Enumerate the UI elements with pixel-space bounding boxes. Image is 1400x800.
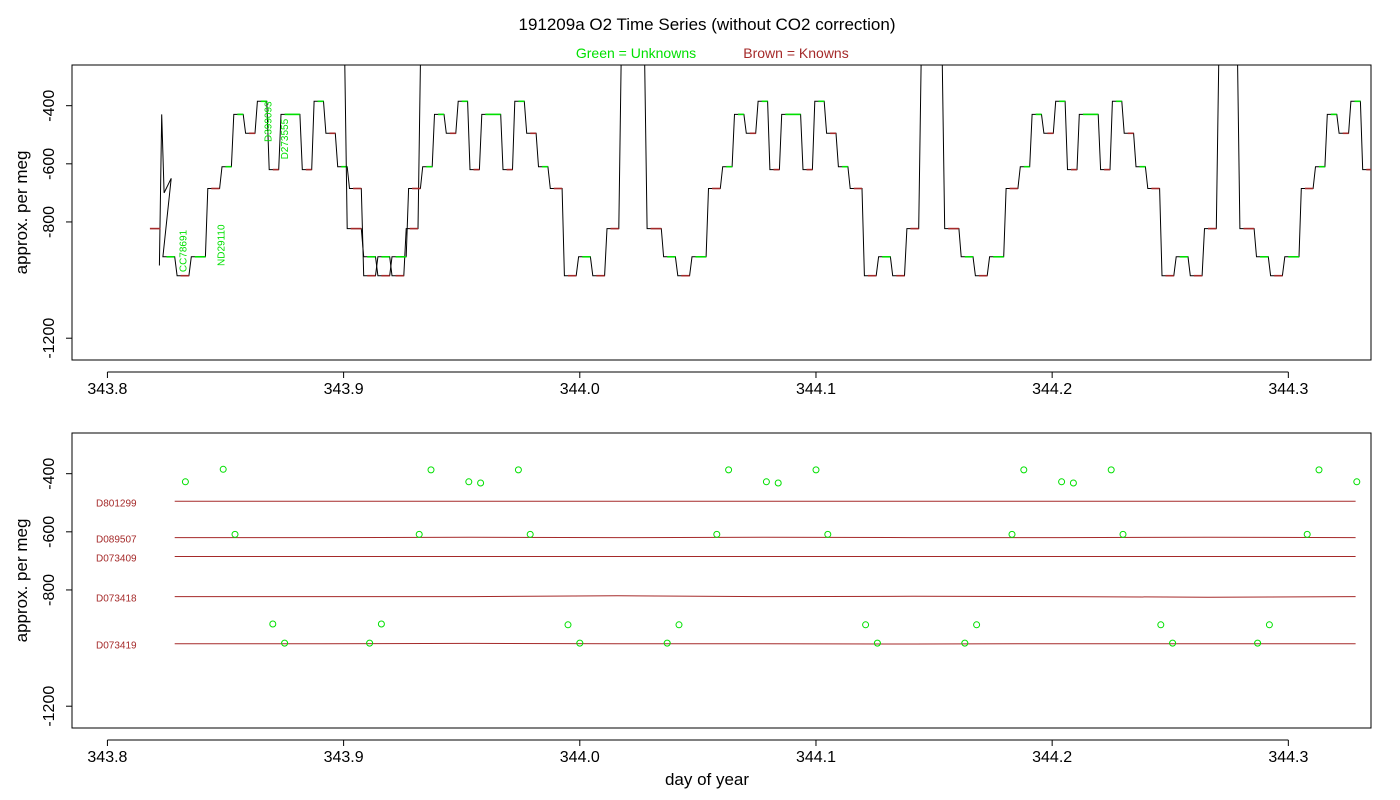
- bottom-unknown-point: [415, 530, 423, 538]
- bottom-unknown-point: [1107, 466, 1115, 474]
- top-series-line-cycle: [644, 65, 922, 277]
- bottom-unknown-point: [514, 466, 522, 474]
- bottom-unknown-point: [1020, 466, 1028, 474]
- bottom-unknown-point: [824, 530, 832, 538]
- top-x-tick-label: 344.0: [560, 381, 600, 398]
- top-unknown-label: D399093: [264, 101, 275, 142]
- bottom-known-label: D073409: [96, 554, 137, 565]
- bottom-y-tick-label: -400: [41, 458, 58, 490]
- bottom-unknown-point: [713, 530, 721, 538]
- bottom-unknown-point: [873, 639, 881, 647]
- bottom-unknown-point: [526, 530, 534, 538]
- bottom-unknown-point: [675, 621, 683, 629]
- bottom-unknown-point: [564, 621, 572, 629]
- bottom-unknown-point: [219, 465, 227, 473]
- top-plot-box: [71, 64, 1372, 361]
- bottom-unknown-point: [427, 466, 435, 474]
- bottom-unknown-point: [366, 639, 374, 647]
- bottom-known-label: D073418: [96, 594, 137, 605]
- bottom-known-label: D073419: [96, 641, 137, 652]
- bottom-unknown-point: [663, 639, 671, 647]
- top-x-tick-label: 344.3: [1268, 381, 1308, 398]
- top-panel-timeseries: 343.8 343.9 344.0 344.1 344.2 344.3 -400 -600 -8…: [12, 64, 1372, 398]
- bottom-unknown-point: [377, 620, 385, 628]
- figure-title: 191209a O2 Time Series (without CO2 corr…: [518, 15, 895, 34]
- x-axis-label: day of year: [665, 770, 749, 789]
- bottom-known-line: [174, 642, 1356, 645]
- bottom-unknown-point: [1353, 478, 1361, 486]
- bottom-x-tick-label: 344.3: [1268, 749, 1308, 766]
- bottom-known-label: D801299: [96, 498, 137, 509]
- bottom-unknown-point: [762, 478, 770, 486]
- bottom-unknown-point: [281, 639, 289, 647]
- top-x-tick-label: 344.2: [1032, 381, 1072, 398]
- bottom-y-tick-label: -1200: [41, 686, 58, 727]
- bottom-unknown-point: [181, 478, 189, 486]
- bottom-x-tick-label: 344.2: [1032, 749, 1072, 766]
- top-series-line-cycle: [344, 65, 622, 277]
- top-series-line-cycle: [941, 65, 1220, 277]
- bottom-panel-scatter: 343.8 343.9 344.0 344.1 344.2 344.3 -400 -600 -8…: [12, 432, 1372, 766]
- bottom-x-tick-label: 343.8: [87, 749, 127, 766]
- bottom-unknown-point: [774, 479, 782, 487]
- bottom-unknown-point: [725, 466, 733, 474]
- bottom-x-tick-label: 344.1: [796, 749, 836, 766]
- top-y-axis-label: approx. per meg: [12, 151, 31, 275]
- top-x-tick-label: 343.9: [324, 381, 364, 398]
- top-x-tick-label: 344.1: [796, 381, 836, 398]
- bottom-known-line: [174, 595, 1356, 598]
- bottom-unknown-point: [1254, 639, 1262, 647]
- bottom-x-tick-label: 344.0: [560, 749, 600, 766]
- bottom-unknown-point: [1303, 530, 1311, 538]
- top-series-line-cycle: [158, 65, 421, 277]
- top-unknown-label: CC78691: [179, 229, 190, 272]
- bottom-unknown-point: [1157, 621, 1165, 629]
- bottom-unknown-point: [269, 620, 277, 628]
- bottom-unknown-point: [862, 621, 870, 629]
- bottom-known-label: D089507: [96, 535, 137, 546]
- top-y-tick-label: -1200: [41, 318, 58, 359]
- top-unknown-label: D273555: [280, 118, 291, 159]
- bottom-y-tick-label: -600: [41, 516, 58, 548]
- bottom-unknown-point: [477, 479, 485, 487]
- bottom-unknown-point: [576, 639, 584, 647]
- top-unknown-label: ND29110: [216, 224, 227, 266]
- top-series: [149, 65, 1371, 277]
- bottom-unknown-point: [1008, 530, 1016, 538]
- bottom-unknown-point: [812, 466, 820, 474]
- bottom-unknown-point: [1169, 639, 1177, 647]
- bottom-y-axis-label: approx. per meg: [12, 519, 31, 643]
- top-x-tick-label: 343.8: [87, 381, 127, 398]
- bottom-unknown-point: [1315, 466, 1323, 474]
- top-y-tick-label: -400: [41, 90, 58, 122]
- bottom-unknown-point: [961, 639, 969, 647]
- bottom-x-tick-label: 343.9: [324, 749, 364, 766]
- bottom-unknown-point: [231, 530, 239, 538]
- bottom-y-tick-label: -800: [41, 574, 58, 606]
- bottom-unknown-point: [1119, 530, 1127, 538]
- bottom-unknown-point: [465, 478, 473, 486]
- bottom-unknown-point: [1069, 479, 1077, 487]
- bottom-unknown-point: [1058, 478, 1066, 486]
- bottom-unknown-point: [1265, 621, 1273, 629]
- bottom-unknown-point: [973, 621, 981, 629]
- legend-unknowns: Green = Unknowns: [576, 45, 696, 61]
- top-y-tick-label: -800: [41, 206, 58, 238]
- legend-knowns: Brown = Knowns: [743, 45, 848, 61]
- top-series-line-cycle: [1237, 65, 1371, 277]
- top-y-tick-label: -600: [41, 148, 58, 180]
- bottom-plot-box: [71, 432, 1372, 729]
